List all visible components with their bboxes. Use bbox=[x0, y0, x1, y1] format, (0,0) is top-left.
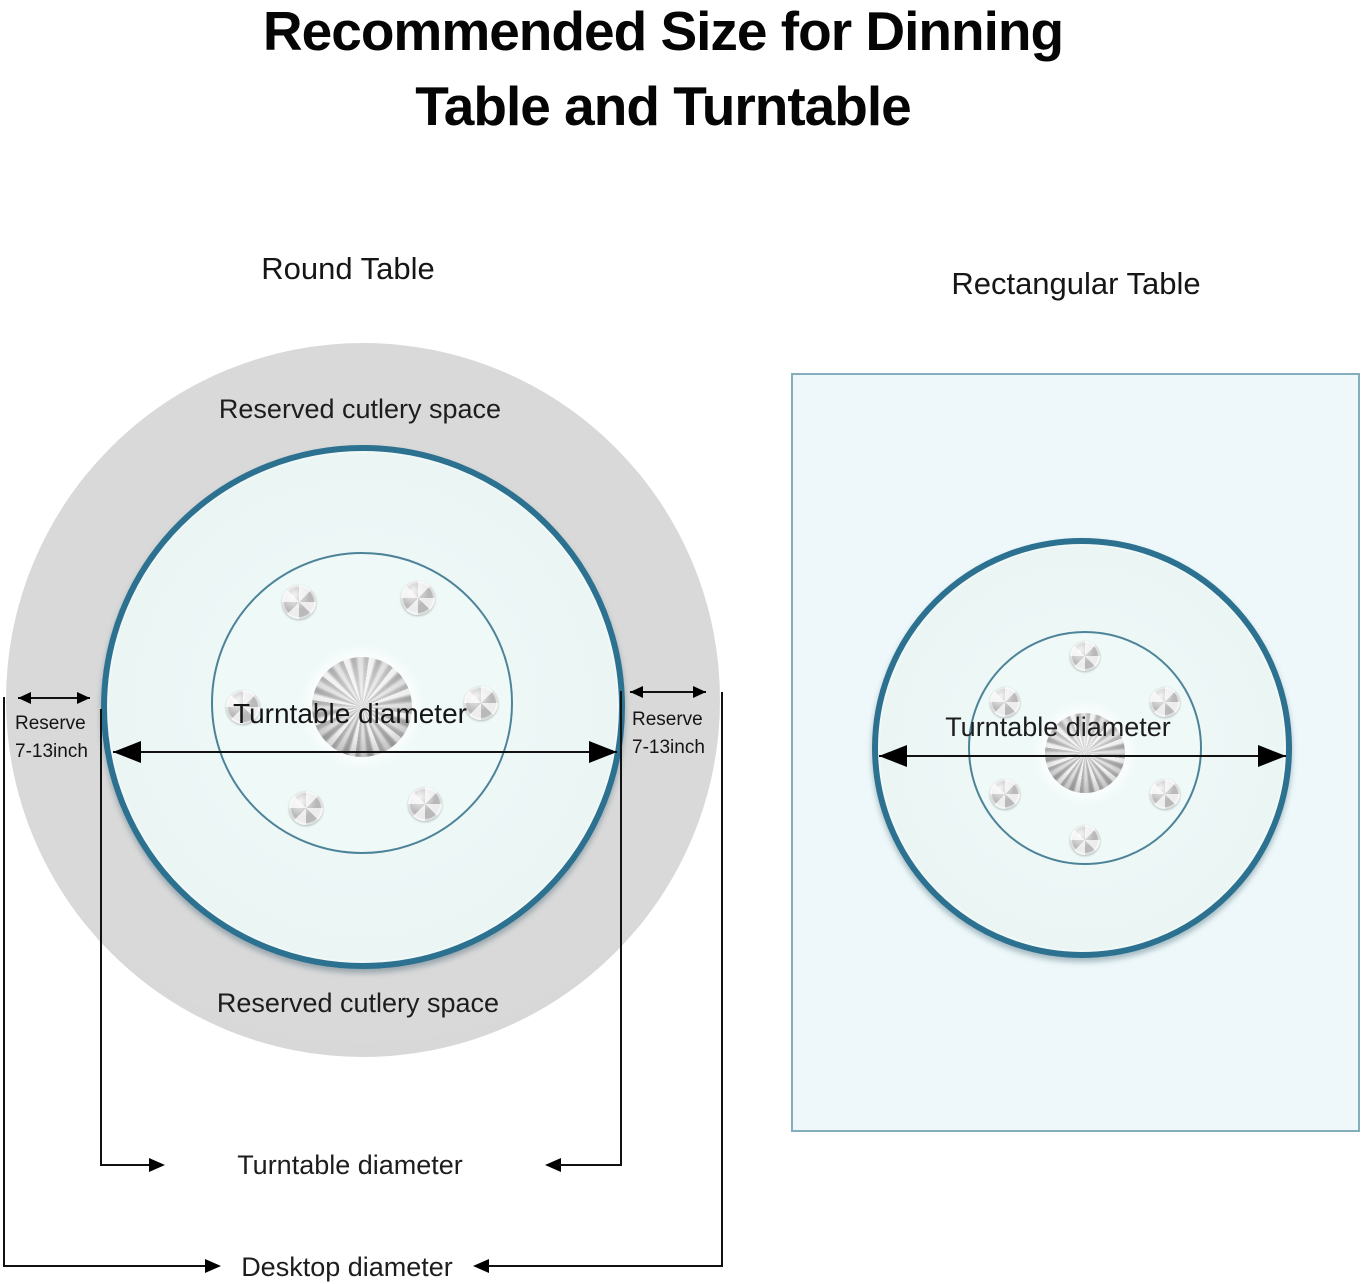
screw bbox=[282, 585, 316, 619]
screw bbox=[1070, 825, 1100, 855]
round-table-label: Round Table bbox=[261, 251, 435, 286]
reserve-right-line1: Reserve bbox=[632, 709, 703, 730]
screw bbox=[1150, 687, 1180, 717]
desktop-row-left-arrowhead bbox=[205, 1259, 221, 1273]
reserve-left-arrowhead-right bbox=[77, 692, 90, 704]
rect-diameter-arrowhead-left bbox=[879, 745, 907, 767]
round-diameter-arrowhead-left bbox=[113, 741, 141, 763]
turntable-row-right-line bbox=[559, 1164, 622, 1166]
round-turntable-diameter-label: Turntable diameter bbox=[233, 698, 467, 729]
turntable-row-left-arrowhead bbox=[149, 1158, 165, 1172]
screw bbox=[990, 687, 1020, 717]
round-diameter-arrowhead-right bbox=[589, 741, 617, 763]
reserved-cutlery-bottom-label: Reserved cutlery space bbox=[216, 988, 500, 1018]
round-center-hub bbox=[312, 657, 412, 757]
reserve-left-label: Reserve 7-13inch bbox=[15, 710, 110, 766]
rectangular-table-label: Rectangular Table bbox=[951, 266, 1201, 301]
reserve-right-label: Reserve 7-13inch bbox=[632, 706, 727, 762]
desktop-row-left-line bbox=[3, 1265, 206, 1267]
desktop-row-right-arrowhead bbox=[473, 1259, 489, 1273]
reserve-right-arrowhead-left bbox=[630, 686, 643, 698]
turntable-row-right-arrowhead bbox=[545, 1158, 561, 1172]
round-diameter-arrow-line bbox=[113, 751, 617, 753]
rect-diameter-arrowhead-right bbox=[1258, 745, 1286, 767]
screw bbox=[289, 791, 323, 825]
extension-line-turntable-left bbox=[100, 709, 102, 1166]
reserve-right-line2: 7-13inch bbox=[632, 737, 705, 758]
extension-line-table-right bbox=[721, 692, 723, 1267]
page-title-line1: Recommended Size for Dinning bbox=[262, 0, 1064, 62]
screw bbox=[401, 581, 435, 615]
turntable-row-left-line bbox=[100, 1164, 150, 1166]
screw bbox=[408, 787, 442, 821]
page-title-line2: Table and Turntable bbox=[415, 75, 911, 137]
screw bbox=[1070, 641, 1100, 671]
screw bbox=[990, 779, 1020, 809]
desktop-row-right-line bbox=[488, 1265, 723, 1267]
desktop-diameter-bottom-label: Desktop diameter bbox=[241, 1252, 453, 1282]
reserve-right-arrow-line bbox=[630, 691, 706, 693]
reserved-cutlery-top-label: Reserved cutlery space bbox=[218, 394, 502, 424]
screw bbox=[464, 686, 498, 720]
screw bbox=[226, 690, 260, 724]
rect-center-hub bbox=[1045, 713, 1125, 793]
rect-turntable-diameter-label: Turntable diameter bbox=[945, 712, 1171, 742]
reserve-left-arrowhead-left bbox=[18, 692, 31, 704]
extension-line-turntable-right bbox=[620, 691, 622, 1166]
screw bbox=[1150, 779, 1180, 809]
reserve-left-arrow-line bbox=[18, 697, 90, 699]
reserve-right-arrowhead-right bbox=[693, 686, 706, 698]
rect-diameter-arrow-line bbox=[879, 755, 1286, 757]
extension-line-table-left bbox=[3, 697, 5, 1267]
page-title: Recommended Size for Dinning Table and T… bbox=[0, 0, 1346, 144]
reserve-left-line2: 7-13inch bbox=[15, 741, 88, 762]
turntable-diameter-bottom-label: Turntable diameter bbox=[237, 1150, 463, 1180]
reserve-left-line1: Reserve bbox=[15, 713, 86, 734]
